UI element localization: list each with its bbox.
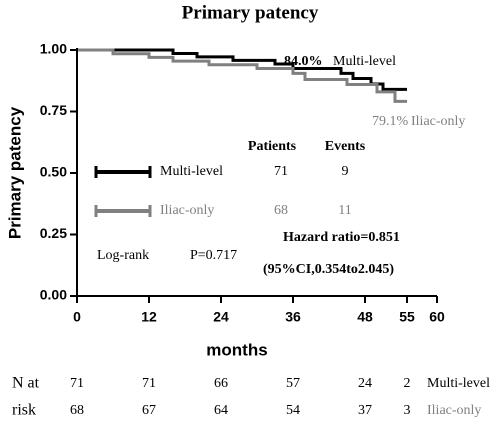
- chart-title: Primary patency: [182, 2, 319, 23]
- risk-row-name: Multi-level: [427, 376, 490, 391]
- end-label-name: Multi-level: [333, 54, 396, 69]
- km-curve: [77, 48, 407, 103]
- y-tick-label: 0.00: [40, 287, 67, 303]
- legend-label: Iliac-only: [160, 203, 214, 218]
- risk-count: 71: [70, 376, 84, 391]
- risk-count: 57: [286, 376, 300, 391]
- risk-count: 3: [404, 403, 411, 418]
- x-tick-label: 55: [399, 309, 415, 325]
- risk-count: 71: [142, 376, 156, 391]
- risk-count: 37: [358, 403, 372, 418]
- summary-header: Patients: [248, 139, 297, 154]
- x-tick-label: 0: [73, 309, 81, 325]
- summary-cell: 71: [274, 164, 288, 179]
- y-axis-label: Primary patency: [5, 106, 24, 239]
- risk-count: 24: [358, 376, 372, 391]
- y-tick-label: 0.25: [40, 225, 67, 241]
- x-axis-label: months: [206, 340, 267, 359]
- log-rank-label: Log-rank: [97, 248, 149, 263]
- legend-label: Multi-level: [160, 164, 223, 179]
- x-tick-label: 24: [213, 309, 229, 325]
- summary-cell: 68: [274, 203, 288, 218]
- summary-header: Events: [325, 139, 366, 154]
- summary-cell: 9: [342, 164, 349, 179]
- x-tick-label: 48: [357, 309, 373, 325]
- end-label-name: Iliac-only: [411, 114, 465, 129]
- y-tick-label: 0.75: [40, 102, 67, 118]
- y-tick-label: 1.00: [40, 41, 67, 57]
- risk-count: 64: [214, 403, 228, 418]
- risk-row-name: Iliac-only: [427, 403, 481, 418]
- risk-count: 67: [142, 403, 156, 418]
- x-tick-label: 60: [429, 309, 445, 325]
- risk-label: N at: [12, 375, 40, 392]
- x-tick-label: 36: [285, 309, 301, 325]
- log-rank-p: P=0.717: [190, 248, 237, 263]
- y-tick-label: 0.50: [40, 164, 67, 180]
- risk-count: 2: [404, 376, 411, 391]
- confidence-interval: (95%CI,0.354to2.045): [263, 262, 394, 277]
- risk-label: risk: [12, 402, 36, 419]
- risk-count: 54: [286, 403, 300, 418]
- x-tick-label: 12: [141, 309, 157, 325]
- risk-count: 66: [214, 376, 228, 391]
- end-label: 84.0%: [284, 54, 323, 69]
- end-label: 79.1%: [372, 114, 409, 129]
- summary-cell: 11: [338, 203, 351, 218]
- risk-count: 68: [70, 403, 84, 418]
- hazard-ratio: Hazard ratio=0.851: [283, 230, 400, 245]
